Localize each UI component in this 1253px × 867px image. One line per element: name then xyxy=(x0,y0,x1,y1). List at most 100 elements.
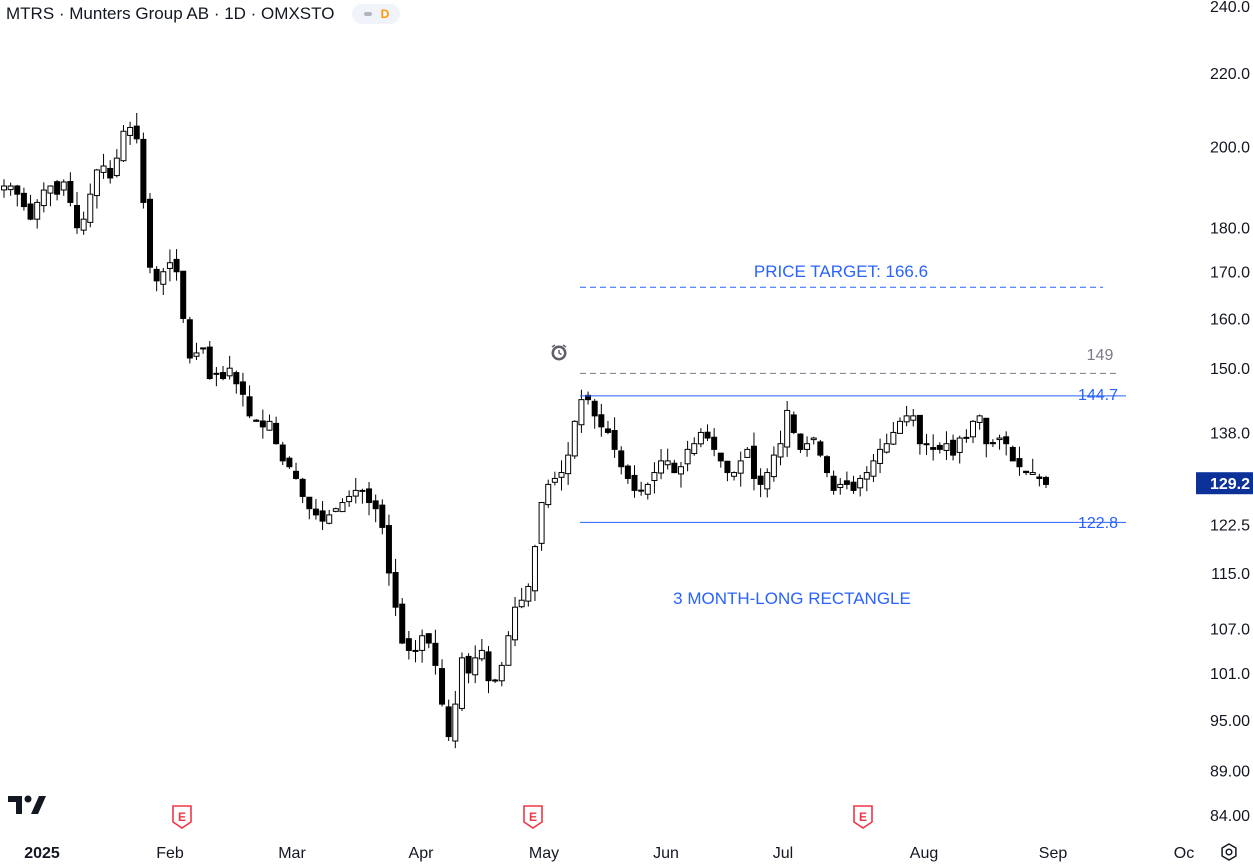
candle-body xyxy=(890,431,897,445)
candle-body xyxy=(54,181,61,195)
interval-label: D xyxy=(380,7,390,21)
candle-body xyxy=(366,488,373,504)
candle-body xyxy=(93,169,100,197)
candle-body xyxy=(790,414,797,433)
candle-body xyxy=(419,635,426,651)
candle-body xyxy=(425,633,432,644)
candle-body xyxy=(452,703,459,742)
candle-body xyxy=(910,415,917,421)
price-tick-label: 180.0 xyxy=(1210,221,1250,238)
earnings-marker-icon[interactable]: E xyxy=(523,805,543,829)
candle-body xyxy=(624,465,631,479)
candle-body xyxy=(140,138,147,203)
candle-body xyxy=(545,483,552,506)
candle-body xyxy=(903,415,910,423)
candle-body xyxy=(34,201,41,220)
candle-body xyxy=(757,475,764,485)
candle-body xyxy=(246,396,253,417)
candle-body xyxy=(817,441,824,456)
candle-body xyxy=(233,372,240,385)
candle-body xyxy=(1029,472,1036,475)
time-tick-label: Feb xyxy=(156,845,184,862)
candle-body xyxy=(492,679,499,682)
candle-body xyxy=(731,472,738,477)
candle-body xyxy=(505,635,512,666)
candle-body xyxy=(611,430,618,450)
status-dot-icon xyxy=(363,12,372,16)
candle-body xyxy=(372,500,379,510)
candle-body xyxy=(87,193,94,223)
candle-body xyxy=(598,414,605,428)
candle-body xyxy=(458,657,465,709)
candle-body xyxy=(976,415,983,423)
time-tick-label: Aug xyxy=(910,845,938,862)
time-tick-label: Apr xyxy=(409,845,435,862)
candle-body xyxy=(843,480,850,485)
candle-body xyxy=(565,454,572,475)
alarm-clock-icon[interactable] xyxy=(551,344,567,361)
candle-body xyxy=(896,420,903,434)
candle-body xyxy=(472,657,479,676)
candle-body xyxy=(1003,436,1010,445)
settings-gear-icon[interactable] xyxy=(1219,842,1239,867)
earnings-marker-icon[interactable]: E xyxy=(172,805,192,829)
candle-body xyxy=(551,477,558,483)
candle-body xyxy=(60,181,67,191)
candle-body xyxy=(1043,476,1049,485)
chart-header: MTRS · Munters Group AB · 1D · OMXSTO D xyxy=(6,3,401,25)
candle-body xyxy=(133,125,140,140)
time-tick-label: 2025 xyxy=(24,845,60,862)
candle-body xyxy=(837,483,844,488)
candle-body xyxy=(784,409,791,448)
candle-body xyxy=(213,372,220,375)
price-tick-label: 95.00 xyxy=(1210,713,1250,730)
candle-body xyxy=(279,444,286,462)
candle-body xyxy=(578,399,585,426)
candle-body xyxy=(7,185,14,191)
candle-body xyxy=(120,130,127,162)
candle-body xyxy=(379,504,386,528)
candle-body xyxy=(823,456,830,474)
candlestick-series xyxy=(1,112,1049,749)
candle-body xyxy=(306,496,313,510)
candle-body xyxy=(332,508,339,512)
candle-body xyxy=(691,443,698,455)
price-tick-label: 170.0 xyxy=(1210,265,1250,282)
candle-body xyxy=(160,271,167,285)
candle-body xyxy=(684,448,691,465)
tradingview-logo-icon[interactable] xyxy=(8,795,46,820)
candle-body xyxy=(717,452,724,462)
candle-body xyxy=(989,442,996,445)
candle-body xyxy=(399,603,406,644)
price-tick-label: 101.0 xyxy=(1210,666,1250,683)
time-tick-label: May xyxy=(529,845,559,862)
candle-body xyxy=(591,400,598,417)
candle-body xyxy=(764,472,771,490)
price-axis: 240.0 220.0 200.0 180.0 170.0 160.0 150.0 138.0… xyxy=(1196,0,1253,825)
candle-body xyxy=(405,638,412,651)
candle-body xyxy=(20,192,27,208)
candle-body xyxy=(107,167,114,179)
candle-body xyxy=(969,420,976,438)
candle-body xyxy=(299,478,306,497)
candle-body xyxy=(186,319,193,359)
symbol-title[interactable]: MTRS · Munters Group AB · 1D · OMXSTO xyxy=(6,4,335,23)
earnings-marker-label: E xyxy=(529,810,537,824)
candle-body xyxy=(870,460,877,477)
candle-body xyxy=(664,460,671,466)
pattern-lines xyxy=(580,286,1126,523)
candle-body xyxy=(27,203,34,220)
earnings-marker-icon[interactable]: E xyxy=(853,805,873,829)
candle-body xyxy=(943,443,950,451)
interval-badge[interactable]: D xyxy=(352,4,401,24)
candle-body xyxy=(266,420,273,431)
candle-body xyxy=(74,204,81,229)
candle-body xyxy=(658,460,665,474)
candle-body xyxy=(737,460,744,474)
candle-body xyxy=(531,546,538,592)
candle-body xyxy=(498,664,505,682)
candle-body xyxy=(750,445,757,479)
candle-body xyxy=(259,420,266,428)
